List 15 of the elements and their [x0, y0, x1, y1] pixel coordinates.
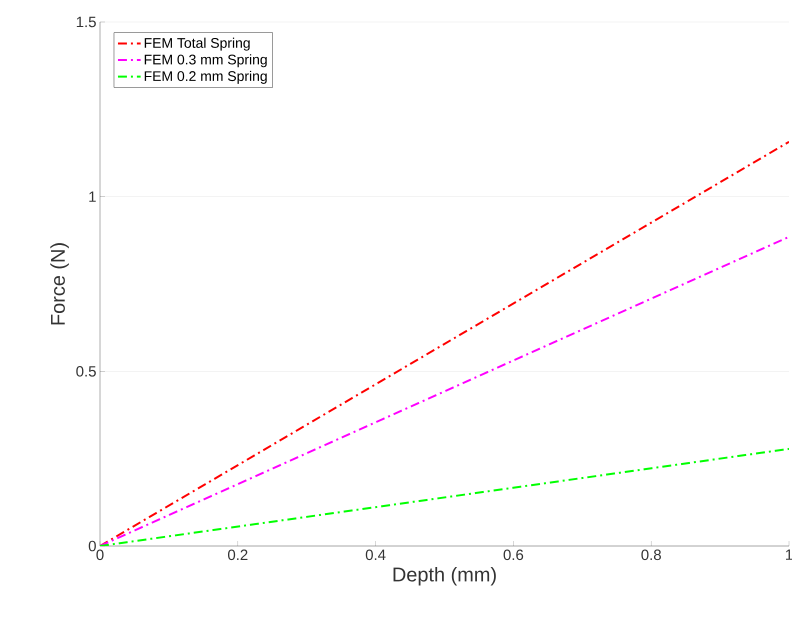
- legend-label: FEM 0.2 mm Spring: [144, 70, 267, 84]
- y-tick-label: 0: [88, 540, 96, 552]
- y-tick-label: 1: [89, 192, 96, 202]
- x-tick-label: 0: [96, 550, 104, 560]
- legend-label: FEM Total Spring: [144, 38, 250, 51]
- x-tick-label: 0.2: [228, 550, 248, 560]
- y-tick-label: 1.5: [76, 16, 96, 28]
- y-axis-title: Force (N): [50, 243, 69, 324]
- y-tick-label: 0.5: [76, 366, 96, 377]
- legend-label: FEM 0.3 mm Spring: [144, 54, 267, 68]
- x-tick-label: 0.4: [366, 550, 386, 560]
- x-axis-title: Depth (mm): [394, 566, 496, 586]
- x-tick-label: 0.6: [504, 550, 524, 560]
- x-tick-label: 0.8: [641, 550, 661, 560]
- x-tick-label: 1: [786, 550, 792, 560]
